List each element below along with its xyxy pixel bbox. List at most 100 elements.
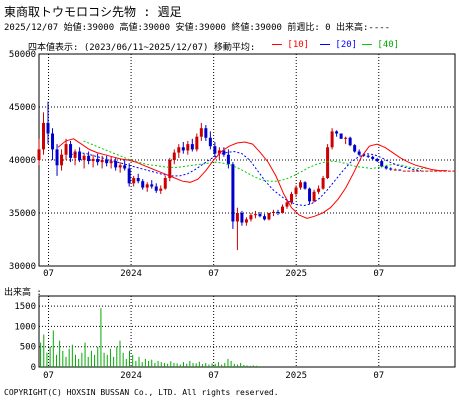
ma-legend-20: [20] [320,40,357,50]
ma10-label: [10] [287,40,310,50]
ma40-line [83,140,426,182]
candle-body [366,155,370,157]
candle-body [199,128,203,137]
candle-body [172,152,176,160]
candle-body [213,146,217,154]
candle-body [299,182,303,188]
candle-body [393,169,397,171]
candle-body [244,219,248,223]
volume-y-tick-label: 500 [20,343,36,353]
candle-body [312,191,316,202]
candle-body [163,178,167,189]
candle-body [447,170,451,172]
candle-body [204,128,208,138]
candle-body [118,165,122,168]
candle-body [290,193,294,203]
x-tick-label: 07 [43,269,54,279]
candle-body [145,184,149,188]
candle-body [186,144,190,151]
y-tick-label: 30000 [9,262,36,272]
volume-x-tick-label: 07 [208,371,219,381]
ma20-label: [20] [335,40,358,50]
candle-body [96,158,100,163]
candle-body [69,144,73,158]
candle-body [285,202,289,207]
price-chart: 50000 45000 40000 35000 30000 07 2024 07 2025 07 [9,50,456,279]
candle-body [208,137,212,147]
candle-body [73,151,77,158]
y-tick-label: 35000 [9,209,36,219]
candle-body [60,154,64,166]
candle-body [136,178,140,182]
candle-body [64,144,68,155]
candle-body [429,170,433,172]
ma-legend-10: [10] [272,40,309,50]
candle-body [321,178,325,189]
candle-body [87,155,91,162]
volume-x-tick-label: 07 [373,371,384,381]
x-tick-label: 07 [373,269,384,279]
candle-body [335,131,339,134]
volume-x-tick-label: 2024 [120,371,142,381]
candle-body [231,164,235,222]
candle-body [308,188,312,202]
candle-body [55,149,59,166]
ma40-label: [40] [377,40,400,50]
candle-body [398,169,402,171]
candle-body [78,151,82,160]
candle-body [271,211,275,213]
volume-x-tick-label: 2025 [285,371,307,381]
candle-body [127,168,131,184]
candle-body [353,145,357,152]
candle-body [249,215,253,220]
candle-body [150,184,154,187]
candle-body [281,206,285,213]
candle-body [375,158,379,162]
candle-body [339,133,343,139]
candle-body [402,170,406,172]
candle-body [326,147,330,179]
candle-body [420,170,424,172]
candle-body [317,188,321,192]
candle-body [294,187,298,194]
candle-body [262,216,266,220]
candle-body [195,136,199,150]
y-tick-label: 45000 [9,103,36,113]
candle-body [344,137,348,139]
candle-body [253,214,257,216]
candle-body [46,122,50,134]
candle-body [330,131,334,148]
candle-body [407,170,411,172]
volume-label: 出来高 : [4,288,42,298]
x-tick-label: 2024 [120,269,142,279]
candle-body [177,147,181,153]
candle-body [168,160,172,179]
ma20-swatch [320,44,330,45]
candle-body [132,178,136,184]
x-tick-label: 2025 [285,269,307,279]
candle-body [416,170,420,172]
candle-body [452,170,456,172]
candle-body [411,170,415,172]
candle-body [384,166,388,169]
candle-body [235,213,239,222]
candle-body [276,211,280,213]
candle-body [141,181,145,188]
volume-y-tick-label: 0 [31,363,36,373]
candle-body [222,150,226,155]
candle-body [240,213,244,223]
candle-body [380,161,384,167]
volume-y-tick-label: 1500 [14,302,36,312]
candle-body [123,165,127,169]
price-info-line: 2025/12/07 始値:39000 高値:39000 安値:39000 終値… [4,23,391,33]
candle-body [389,168,393,170]
ma10-line [57,138,448,219]
candle-body [348,137,352,146]
candle-body [226,154,230,165]
ma40-swatch [362,44,372,45]
candle-body [258,214,262,217]
candle-body [114,161,118,168]
candle-body [357,151,361,155]
ma20-line [70,150,421,207]
candle-body [91,158,95,162]
